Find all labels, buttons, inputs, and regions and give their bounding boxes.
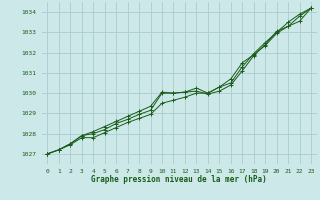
X-axis label: Graphe pression niveau de la mer (hPa): Graphe pression niveau de la mer (hPa): [91, 175, 267, 184]
